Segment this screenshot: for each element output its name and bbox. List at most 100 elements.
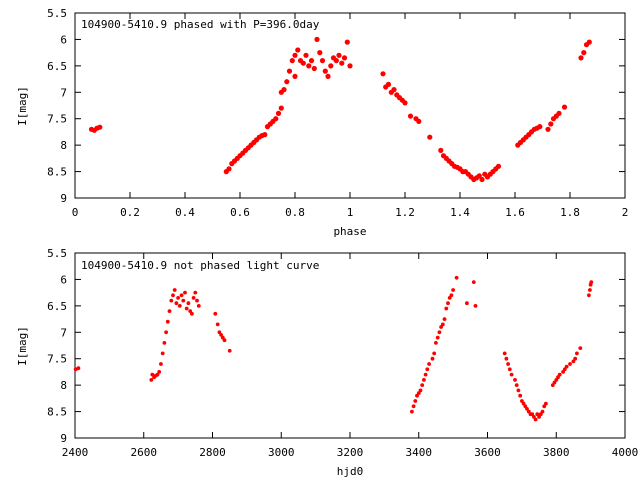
x-tick-label: 2800 bbox=[199, 446, 226, 459]
data-point bbox=[465, 301, 469, 306]
data-point bbox=[416, 391, 421, 395]
data-point bbox=[195, 298, 199, 303]
data-point bbox=[333, 58, 339, 64]
y-axis-ticks: 5.5 6 6.5 7 7.5 8 8.5 9 bbox=[47, 247, 625, 445]
data-point bbox=[418, 388, 423, 393]
y-tick-label: 5.5 bbox=[47, 7, 67, 20]
data-point bbox=[471, 280, 476, 284]
x-tick-label: 4000 bbox=[612, 446, 639, 459]
plot-title: 104900-5410.9 phased with P=396.0day bbox=[81, 18, 320, 31]
data-point bbox=[303, 52, 309, 58]
data-point bbox=[191, 296, 196, 300]
data-point bbox=[183, 290, 187, 295]
y-axis-ticks: 5.5 6 6.5 7 7.5 8 8.5 9 bbox=[47, 7, 625, 205]
data-point bbox=[407, 113, 414, 119]
data-point bbox=[319, 58, 326, 64]
data-point bbox=[535, 412, 540, 417]
data-point bbox=[165, 319, 170, 324]
data-point bbox=[425, 367, 430, 372]
data-point bbox=[295, 47, 301, 53]
data-point bbox=[542, 404, 547, 409]
data-point bbox=[336, 52, 342, 58]
data-point bbox=[169, 298, 174, 303]
data-point bbox=[339, 60, 345, 66]
data-point bbox=[193, 290, 198, 295]
data-point bbox=[306, 63, 312, 69]
data-point bbox=[586, 39, 592, 45]
data-point bbox=[473, 304, 478, 308]
data-point bbox=[427, 362, 431, 366]
data-point bbox=[155, 372, 160, 377]
data-point bbox=[476, 173, 482, 179]
x-tick-label: 0.4 bbox=[175, 206, 195, 219]
data-point bbox=[184, 306, 189, 311]
data-point bbox=[504, 356, 509, 361]
data-point bbox=[286, 68, 293, 74]
data-point bbox=[432, 351, 437, 356]
data-point bbox=[435, 335, 440, 340]
x-tick-label: 3400 bbox=[406, 446, 433, 459]
data-point bbox=[521, 401, 526, 406]
data-point bbox=[292, 52, 298, 58]
data-point bbox=[537, 415, 541, 419]
y-axis-label: I[mag] bbox=[16, 326, 29, 366]
data-point bbox=[427, 134, 433, 140]
x-tick-label: 1.8 bbox=[560, 206, 580, 219]
data-point bbox=[479, 176, 485, 183]
plot-title: 104900-5410.9 not phased light curve bbox=[81, 259, 319, 272]
data-point bbox=[284, 79, 290, 85]
data-point bbox=[186, 301, 191, 306]
data-point bbox=[159, 362, 163, 366]
data-point bbox=[437, 330, 442, 335]
data-point bbox=[226, 166, 232, 172]
data-point bbox=[556, 110, 562, 116]
y-tick-label: 7.5 bbox=[47, 353, 67, 366]
x-tick-label: 1.2 bbox=[395, 206, 415, 219]
data-point bbox=[564, 364, 569, 369]
data-point bbox=[281, 87, 287, 93]
data-point bbox=[516, 388, 521, 393]
data-point bbox=[171, 293, 175, 298]
data-point bbox=[571, 359, 576, 364]
data-point bbox=[222, 338, 227, 343]
data-point bbox=[562, 367, 567, 372]
data-point bbox=[160, 351, 165, 356]
data-point bbox=[164, 330, 169, 335]
data-point bbox=[181, 298, 186, 303]
data-points bbox=[73, 275, 594, 422]
data-point bbox=[325, 73, 331, 79]
data-point bbox=[177, 304, 182, 308]
data-point bbox=[518, 393, 523, 398]
x-tick-label: 0.2 bbox=[120, 206, 140, 219]
data-point bbox=[581, 50, 587, 56]
x-axis-ticks: 2400 2600 2800 3000 3200 3400 3600 3800 4000 bbox=[62, 253, 639, 459]
data-point bbox=[506, 362, 510, 366]
x-tick-label: 3000 bbox=[268, 446, 295, 459]
data-point bbox=[167, 309, 172, 313]
data-point bbox=[278, 105, 284, 111]
data-point bbox=[308, 58, 315, 64]
y-tick-label: 7 bbox=[60, 326, 67, 339]
data-point bbox=[149, 378, 154, 382]
data-point bbox=[514, 383, 519, 387]
data-point bbox=[162, 341, 167, 345]
data-point bbox=[502, 351, 507, 356]
data-point bbox=[525, 407, 529, 411]
data-point bbox=[292, 73, 298, 79]
y-tick-label: 6 bbox=[60, 33, 67, 46]
data-point bbox=[557, 372, 562, 377]
data-point bbox=[554, 378, 559, 382]
y-tick-label: 8.5 bbox=[47, 406, 67, 419]
data-point bbox=[537, 124, 543, 130]
data-point bbox=[548, 121, 554, 127]
x-tick-label: 0.6 bbox=[230, 206, 250, 219]
data-point bbox=[454, 275, 459, 280]
x-tick-label: 3600 bbox=[474, 446, 501, 459]
data-point bbox=[97, 124, 103, 130]
x-tick-label: 3200 bbox=[337, 446, 364, 459]
y-tick-label: 9 bbox=[60, 432, 67, 445]
data-point bbox=[446, 301, 450, 306]
data-point bbox=[442, 317, 447, 321]
data-point bbox=[430, 356, 435, 361]
